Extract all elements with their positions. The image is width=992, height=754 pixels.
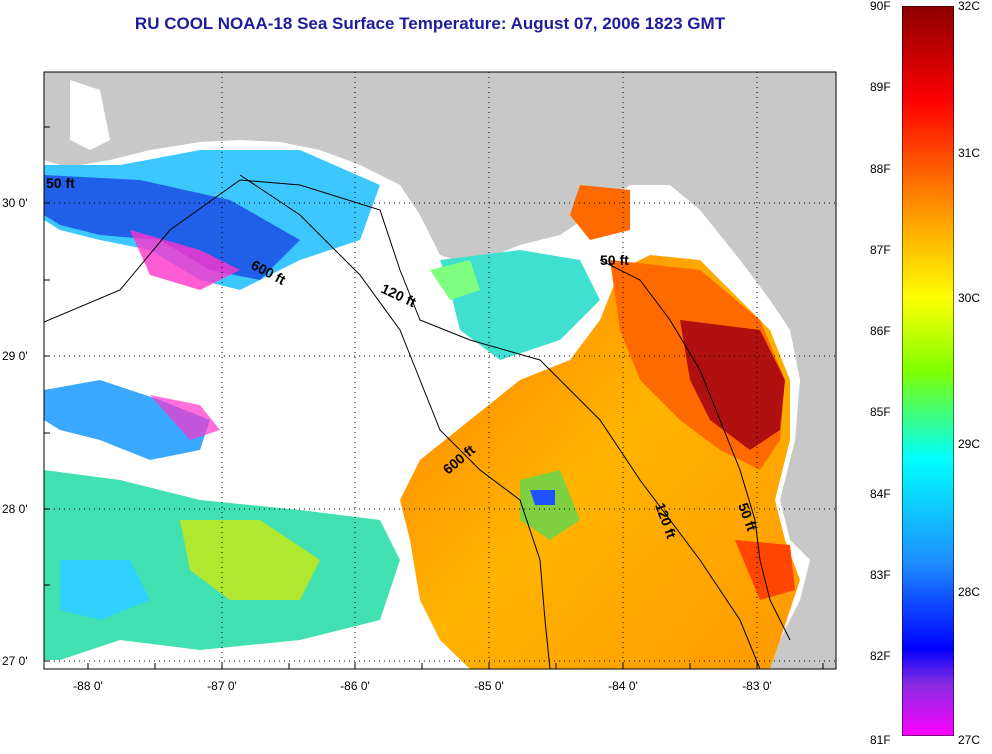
longitude-label: -85 0' — [474, 679, 504, 693]
colorbar-f-label: 87F — [870, 243, 891, 257]
colorbar-c-label: 29C — [958, 437, 981, 451]
colorbar-f-label: 89F — [870, 80, 891, 94]
colorbar-f-label: 82F — [870, 649, 891, 663]
contour-label: 50 ft — [46, 175, 75, 191]
land-florida — [770, 320, 836, 669]
colorbar-c-label: 28C — [958, 585, 981, 599]
colorbar-f-label: 84F — [870, 487, 891, 501]
bathymetry-contours — [44, 174, 791, 669]
colorbar-f-label: 86F — [870, 324, 891, 338]
colorbar-f-label: 88F — [870, 162, 891, 176]
colorbar-c-label: 30C — [958, 291, 981, 305]
colorbar-c-label: 32C — [958, 0, 981, 13]
colorbar-c-label: 27C — [958, 733, 981, 747]
latitude-label: 29 0' — [2, 349, 28, 363]
latitude-label: 27 0' — [2, 654, 28, 668]
map-title: RU COOL NOAA-18 Sea Surface Temperature:… — [134, 14, 726, 33]
longitude-label: -83 0' — [742, 679, 772, 693]
colorbar-f-label: 90F — [870, 0, 891, 13]
colorbar-c-label: 31C — [958, 146, 981, 160]
axis-ticks — [44, 126, 824, 669]
grid — [44, 72, 836, 669]
land-north — [44, 72, 836, 330]
contour-label: 50 ft — [600, 252, 629, 268]
colorbar-f-label: 85F — [870, 405, 891, 419]
longitude-label: -87 0' — [207, 679, 237, 693]
colorbar — [902, 6, 954, 736]
longitude-label: -86 0' — [340, 679, 370, 693]
latitude-label: 28 0' — [2, 502, 28, 516]
latitude-label: 30 0' — [2, 196, 28, 210]
sst-field: 50 ft 600 ft 120 ft 50 ft 600 ft 120 ft … — [44, 72, 836, 669]
longitude-label: -84 0' — [608, 679, 638, 693]
colorbar-f-label: 81F — [870, 733, 891, 747]
longitude-label: -88 0' — [73, 679, 103, 693]
colorbar-f-label: 83F — [870, 568, 891, 582]
plot-frame — [43, 71, 837, 670]
